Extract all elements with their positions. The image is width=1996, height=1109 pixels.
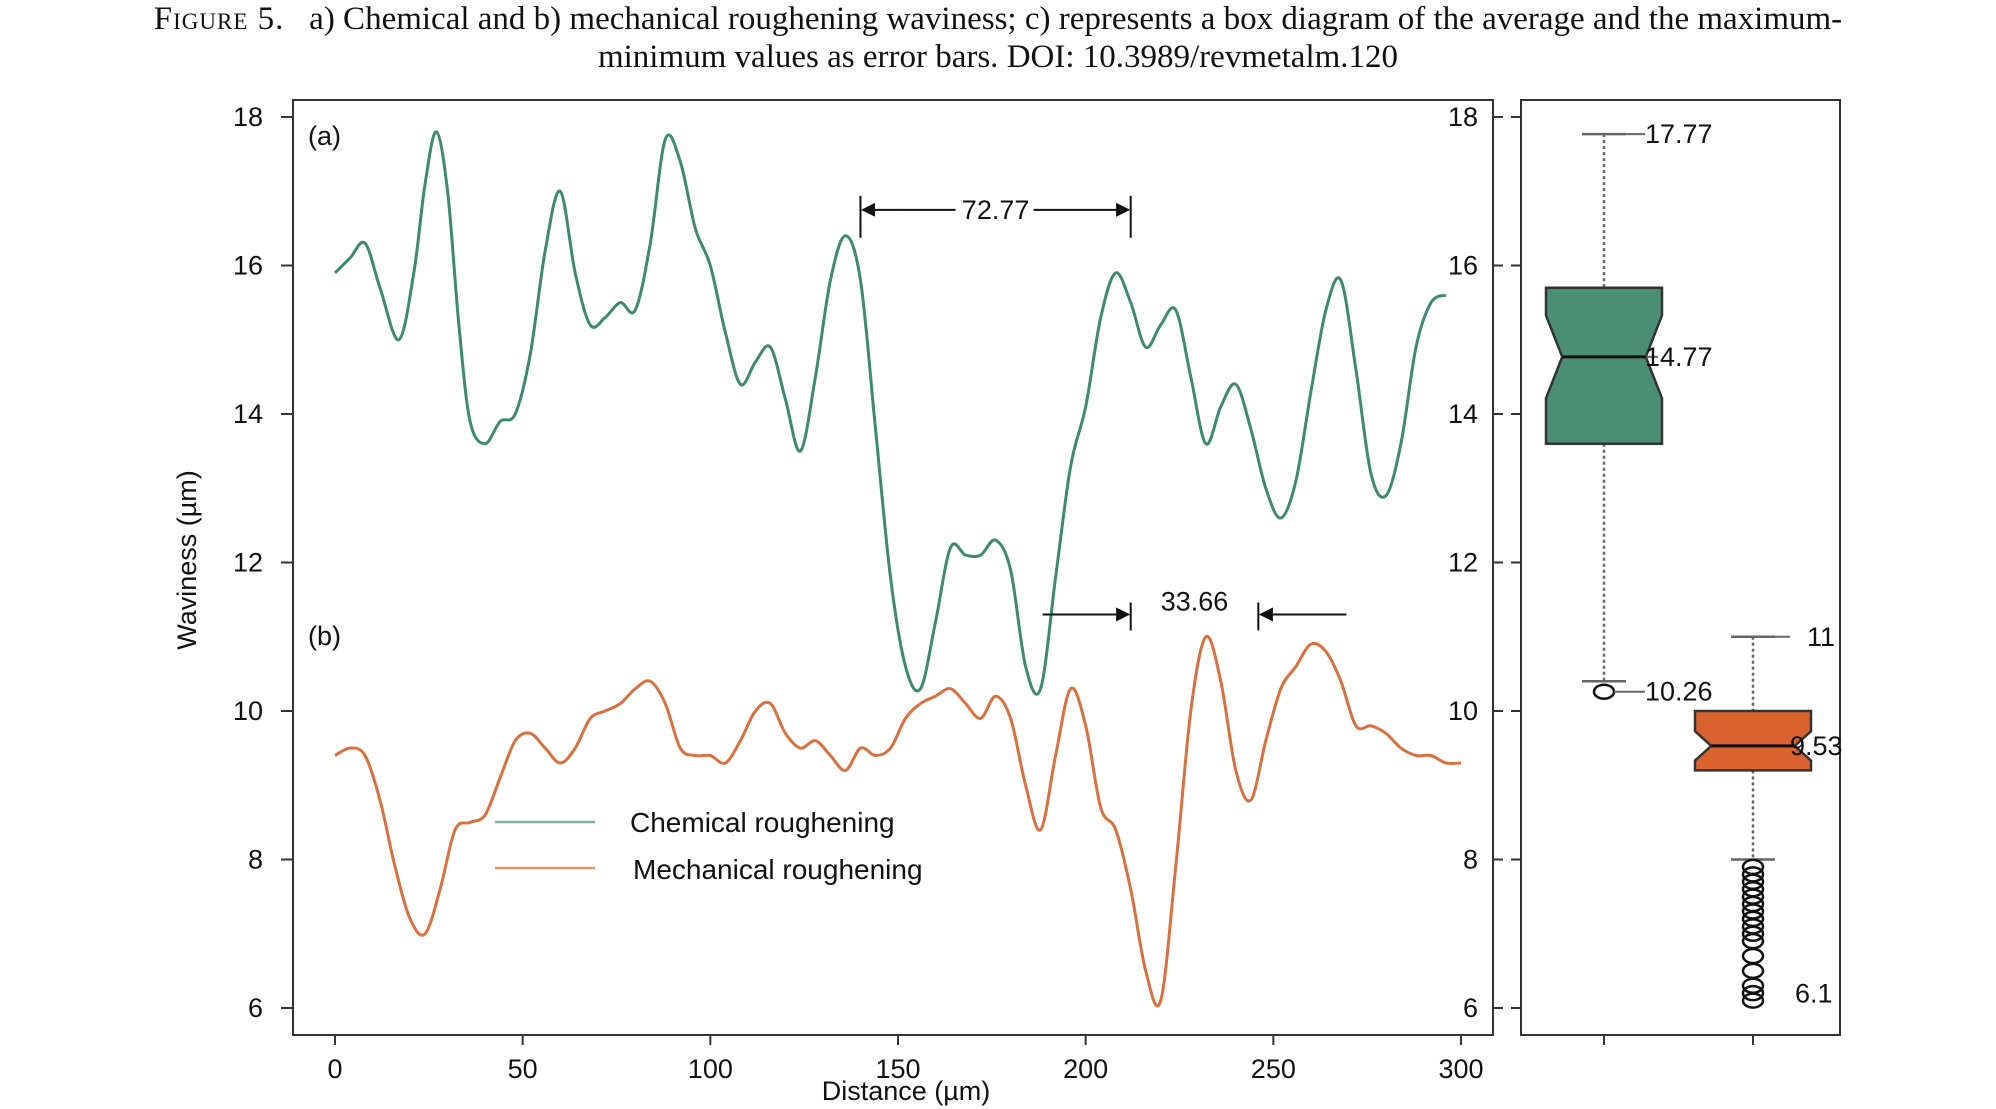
dimension-label-33-66: 33.66 [1161,586,1229,616]
y-tick-label: 18 [233,102,263,132]
caption-line-1: a) Chemical and b) mechanical roughening… [309,1,1843,37]
y-tick-label: 12 [233,548,263,578]
legend-label-chemical: Chemical roughening [630,807,895,838]
outlier-point [1741,925,1765,942]
box-panel-frame [1520,99,1841,1036]
outlier-point [1741,947,1765,965]
box-label-min-outlier: 6.1 [1795,979,1833,1009]
outlier-point [1741,984,1765,1002]
x-tick-label: 0 [327,1054,342,1084]
y-axis-label: Waviness (µm) [172,470,202,650]
box-plot-axes [1511,116,1754,1045]
box-label-max: 11 [1807,622,1835,652]
box-chemical [1544,132,1664,700]
x-tick-label: 250 [1251,1054,1296,1084]
x-tick-label: 50 [508,1054,538,1084]
line-chart-axes: 0 50 100 150 200 250 300 6 8 10 12 14 16 18 6 8 10 12 14 16… [233,102,1503,1084]
box-label-outlier: 10.26 [1645,677,1713,707]
figure-label: Figure 5. [153,1,285,37]
y-right-tick-label: 12 [1448,548,1478,578]
line-chart-series [333,130,1462,1008]
y-right-tick-label: 10 [1448,696,1478,726]
dimension-label-72-77: 72.77 [962,195,1030,225]
box-mechanical [1693,635,1813,1009]
line-chart-annotations: 72.77 33.66 [859,195,1347,631]
outlier-point [1592,683,1616,700]
x-tick-label: 200 [1063,1054,1108,1084]
line-panel-frame [292,99,1494,1036]
x-axis-label: Distance (µm) [822,1076,991,1106]
y-right-tick-label: 6 [1463,993,1478,1023]
caption-doi: DOI: 10.3989/revmetalm.120 [1006,39,1399,75]
legend-label-mechanical: Mechanical roughening [633,854,923,885]
box-label-median: 14.77 [1645,342,1713,372]
y-tick-label: 14 [233,399,263,429]
box-body [1544,286,1664,445]
y-right-tick-label: 14 [1448,399,1478,429]
box-label-max: 17.77 [1645,119,1713,149]
x-tick-label: 100 [688,1054,733,1084]
y-tick-label: 8 [248,845,263,875]
legend: Chemical roughening Mechanical roughenin… [495,807,923,885]
box-label-median: 9.53 [1790,731,1843,761]
y-tick-label: 10 [233,696,263,726]
box-plots: 17.77 14.77 10.26 11 9.53 6.1 [1544,119,1843,1009]
x-tick-label: 300 [1438,1054,1483,1084]
y-right-tick-label: 8 [1463,845,1478,875]
outlier-point [1741,992,1765,1009]
x-tick-label: 150 [875,1054,920,1084]
panel-label-a: (a) [308,121,341,151]
panel-label-b: (b) [308,621,341,651]
series-line-mechanical [334,634,1462,1008]
y-tick-label: 16 [233,251,263,281]
series-line-chemical [333,130,1447,696]
box-body [1693,709,1813,772]
figure-caption: Figure 5. a) Chemical and b) mechanical … [0,0,1996,76]
y-tick-label: 6 [248,993,263,1023]
caption-line-2: minimum values as error bars. [597,39,1007,75]
y-right-tick-label: 18 [1448,102,1478,132]
outlier-point [1741,962,1765,980]
y-right-tick-label: 16 [1448,251,1478,281]
